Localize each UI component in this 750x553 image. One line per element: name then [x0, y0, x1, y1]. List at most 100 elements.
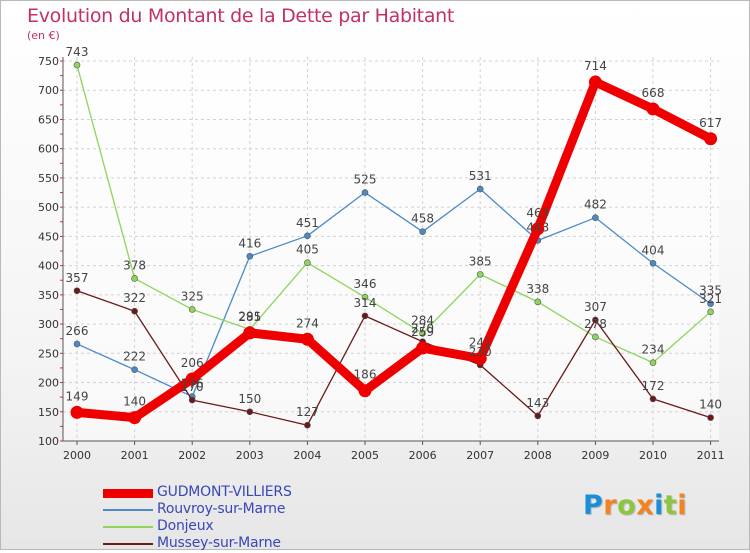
data-point-mussey-sur-marne: [649, 395, 657, 403]
logo-letter: o: [617, 490, 637, 521]
data-point-mussey-sur-marne: [73, 287, 81, 295]
data-label-mussey-sur-marne: 357: [66, 271, 89, 285]
x-tick-label: 2008: [524, 449, 552, 462]
data-point-rouvroy-sur-marne: [592, 214, 599, 221]
data-label-mussey-sur-marne: 150: [238, 392, 261, 406]
data-label-mussey-sur-marne: 314: [354, 296, 377, 310]
data-label-donjeux: 234: [642, 343, 665, 357]
data-point-donjeux: [476, 271, 484, 278]
data-label-rouvroy-sur-marne: 222: [123, 350, 146, 364]
data-point-rouvroy-sur-marne: [707, 300, 714, 307]
y-tick-label: 150: [38, 406, 59, 419]
x-tick-label: 2010: [639, 449, 667, 462]
plot-area: [63, 57, 719, 441]
y-tick-label: 550: [38, 172, 59, 185]
unit-label: (en €): [27, 29, 60, 42]
logo-letter: x: [636, 490, 655, 521]
proxiti-logo: Proxiti: [583, 490, 687, 521]
data-label-mussey-sur-marne: 230: [469, 345, 492, 359]
data-point-gudmont-villiers: [531, 222, 545, 236]
data-label-donjeux: 378: [123, 258, 146, 272]
data-point-gudmont-villiers: [588, 75, 602, 89]
legend-label: GUDMONT-VILLIERS: [157, 484, 292, 500]
data-label-donjeux: 346: [354, 277, 377, 291]
data-point-mussey-sur-marne: [246, 408, 254, 416]
data-point-rouvroy-sur-marne: [131, 366, 138, 373]
x-tick-label: 2005: [351, 449, 379, 462]
data-label-gudmont-villiers: 241: [469, 336, 492, 350]
y-tick-label: 450: [38, 230, 59, 243]
data-point-gudmont-villiers: [300, 332, 314, 346]
y-tick-label: 600: [38, 143, 59, 156]
data-point-gudmont-villiers: [185, 372, 199, 386]
data-point-mussey-sur-marne: [592, 316, 599, 324]
legend-swatch: [103, 489, 153, 498]
logo-letter: i: [654, 490, 664, 521]
data-label-donjeux: 743: [66, 45, 89, 59]
data-label-donjeux: 405: [296, 243, 319, 257]
data-point-gudmont-villiers: [243, 326, 257, 340]
data-label-gudmont-villiers: 285: [238, 310, 261, 324]
logo-letter: P: [583, 490, 604, 521]
legend-swatch: [103, 543, 153, 545]
data-label-gudmont-villiers: 617: [699, 116, 722, 130]
y-tick-label: 250: [38, 347, 59, 360]
x-tick-label: 2002: [178, 449, 206, 462]
data-point-mussey-sur-marne: [188, 396, 196, 404]
data-label-rouvroy-sur-marne: 176: [181, 377, 204, 391]
data-point-rouvroy-sur-marne: [73, 340, 81, 348]
data-label-gudmont-villiers: 149: [66, 389, 89, 403]
data-point-gudmont-villiers: [128, 411, 142, 425]
logo-letter: i: [677, 490, 688, 521]
data-point-donjeux: [361, 293, 369, 301]
data-point-mussey-sur-marne: [707, 414, 714, 421]
chart-title: Evolution du Montant de la Dette par Hab…: [27, 5, 455, 27]
logo-letter: t: [663, 490, 678, 521]
legend-label: Mussey-sur-Marne: [157, 535, 281, 551]
legend-label: Donjeux: [157, 518, 214, 534]
data-label-donjeux: 325: [181, 289, 204, 303]
data-label-rouvroy-sur-marne: 451: [296, 216, 319, 230]
data-label-gudmont-villiers: 206: [181, 356, 204, 370]
series-line-gudmont-villiers: [72, 77, 716, 423]
data-label-gudmont-villiers: 714: [584, 59, 607, 73]
data-point-gudmont-villiers: [358, 384, 372, 398]
data-point-donjeux: [649, 359, 657, 366]
data-point-mussey-sur-marne: [131, 307, 138, 315]
x-tick-label: 2007: [466, 449, 494, 462]
y-tick-label: 750: [38, 55, 59, 68]
data-point-mussey-sur-marne: [304, 421, 311, 429]
data-label-mussey-sur-marne: 322: [123, 291, 146, 305]
y-tick-label: 350: [38, 289, 59, 302]
data-point-gudmont-villiers: [704, 132, 718, 146]
legend-label: Rouvroy-sur-Marne: [157, 501, 286, 517]
data-label-mussey-sur-marne: 127: [296, 405, 319, 419]
data-label-gudmont-villiers: 140: [123, 395, 146, 409]
x-tick-label: 2009: [581, 449, 609, 462]
data-label-rouvroy-sur-marne: 404: [642, 243, 665, 257]
data-label-mussey-sur-marne: 170: [181, 380, 204, 394]
data-point-rouvroy-sur-marne: [476, 185, 484, 193]
data-point-mussey-sur-marne: [534, 412, 542, 420]
y-tick-label: 100: [38, 435, 59, 448]
data-point-rouvroy-sur-marne: [419, 228, 426, 236]
x-tick-label: 2006: [409, 449, 437, 462]
data-point-donjeux: [534, 298, 542, 306]
data-point-mussey-sur-marne: [361, 312, 369, 320]
data-point-rouvroy-sur-marne: [649, 259, 657, 267]
series-line-donjeux: [76, 64, 712, 364]
y-tick-label: 700: [38, 84, 59, 97]
data-label-rouvroy-sur-marne: 266: [66, 324, 89, 338]
data-label-gudmont-villiers: 259: [411, 325, 434, 339]
data-label-donjeux: 278: [584, 317, 607, 331]
data-point-rouvroy-sur-marne: [304, 232, 311, 240]
legend-swatch: [103, 509, 153, 511]
y-tick-label: 400: [38, 260, 59, 273]
data-label-gudmont-villiers: 668: [642, 86, 665, 100]
data-point-donjeux: [304, 259, 311, 266]
data-point-gudmont-villiers: [416, 341, 430, 355]
y-tick-label: 200: [38, 377, 59, 390]
data-point-donjeux: [592, 333, 599, 341]
